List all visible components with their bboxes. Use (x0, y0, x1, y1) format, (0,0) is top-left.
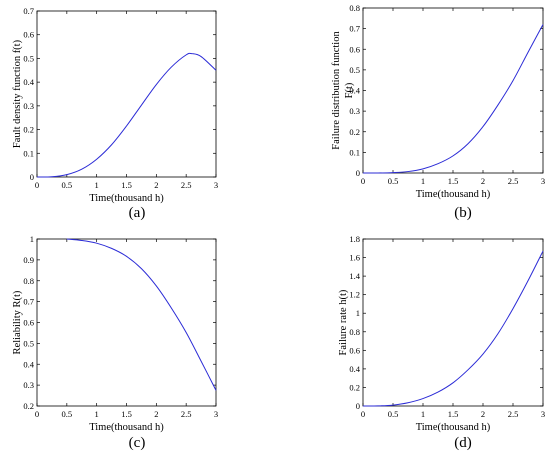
y-tick-label: 0.5 (23, 53, 34, 63)
x-tick-label: 2.5 (508, 409, 519, 419)
x-tick-label: 1.5 (121, 180, 132, 190)
y-tick-label: 0.1 (349, 147, 360, 157)
plot-frame (36, 238, 217, 407)
y-tick-label: 0.8 (349, 327, 360, 337)
x-tick-label: 1 (95, 409, 99, 419)
y-tick-label: 0.3 (349, 106, 360, 116)
panel-label-b: (b) (454, 205, 472, 221)
x-tick-label: 3 (214, 180, 218, 190)
y-tick-label: 0.7 (23, 297, 34, 307)
y-tick-label: 0.2 (23, 401, 34, 411)
panel-label-c: (c) (128, 435, 146, 451)
x-tick-label: 2.5 (181, 180, 192, 190)
series-line (66, 238, 217, 391)
y-tick-label: 0.4 (349, 364, 360, 374)
y-tick-label: 0.7 (23, 6, 34, 16)
y-tick-label: 0.4 (23, 359, 34, 369)
chart-panel-d: 0 0.5 1 1.5 2 2.5 3 0 0.2 0.4 0.6 0.8 1 1.2 1.4 1.6 1.8 T… (338, 234, 545, 433)
y-tick-label: 0.6 (349, 345, 360, 355)
y-tick-label: 0.5 (23, 338, 34, 348)
x-tick-label: 1 (421, 176, 425, 186)
y-axis-label: Failure rate h(t) (338, 289, 349, 355)
y-tick-label: 1.6 (349, 253, 360, 263)
x-tick-label: 0.5 (62, 409, 73, 419)
series-line (362, 24, 544, 174)
x-tick-label: 0.5 (388, 409, 399, 419)
plot-frame (36, 10, 217, 178)
y-axis-label: Reliability R(t) (12, 290, 23, 354)
x-tick-label: 1.5 (121, 409, 132, 419)
x-axis-label: Time(thousand h) (89, 422, 164, 433)
y-tick-label: 0.5 (349, 65, 360, 75)
y-tick-label: 1 (356, 308, 360, 318)
x-tick-label: 0.5 (62, 180, 73, 190)
y-tick-label: 1 (30, 234, 34, 244)
y-tick-label: 0.1 (23, 148, 34, 158)
y-tick-label: 0 (30, 172, 34, 182)
y-axis-label: Fault density function f(t) (12, 39, 23, 148)
panel-label-a: (a) (128, 205, 146, 221)
y-tick-label: 0.8 (349, 3, 360, 13)
x-axis-label: Time(thousand h) (416, 422, 491, 433)
y-tick-label: 0.4 (349, 86, 360, 96)
x-tick-label: 3 (214, 409, 218, 419)
y-tick-label: 0.7 (349, 24, 360, 34)
x-tick-label: 3 (541, 176, 545, 186)
chart-panel-c: 0 0.5 1 1.5 2 2.5 3 0.2 0.3 0.4 0.5 0.6 0.7 0.8 0.9 1 Ti… (12, 234, 218, 433)
y-tick-label: 0.2 (349, 382, 360, 392)
x-tick-label: 0 (361, 176, 365, 186)
y-tick-label: 0.2 (349, 127, 360, 137)
x-tick-label: 2.5 (508, 176, 519, 186)
x-tick-label: 2 (481, 409, 485, 419)
x-axis-label: Time(thousand h) (416, 189, 491, 200)
x-tick-label: 2 (154, 409, 158, 419)
x-tick-label: 1 (95, 180, 99, 190)
y-tick-label: 0.2 (23, 125, 34, 135)
x-tick-label: 3 (541, 409, 545, 419)
y-tick-label: 1.2 (349, 290, 360, 300)
x-tick-label: 2 (154, 180, 158, 190)
x-tick-label: 2.5 (181, 409, 192, 419)
x-tick-label: 0 (361, 409, 365, 419)
panel-label-d: (d) (454, 435, 472, 451)
y-axis-label: Failure distribution function (331, 31, 342, 150)
y-tick-label: 0.9 (23, 255, 34, 265)
series-line (362, 250, 544, 407)
y-tick-label: 0 (356, 168, 360, 178)
y-tick-label: 0.3 (23, 101, 34, 111)
y-tick-label: 1.4 (349, 271, 360, 281)
x-tick-label: 2 (481, 176, 485, 186)
x-tick-label: 1.5 (448, 176, 459, 186)
y-tick-label: 0.6 (23, 30, 34, 40)
x-axis-label: Time(thousand h) (89, 193, 164, 204)
plot-frame (362, 7, 544, 174)
y-tick-label: 0.6 (349, 44, 360, 54)
y-tick-label: 0.8 (23, 276, 34, 286)
y-tick-label: 0.3 (23, 380, 34, 390)
y-tick-label: 1.8 (349, 234, 360, 244)
x-tick-label: 0 (35, 180, 39, 190)
x-tick-label: 0.5 (388, 176, 399, 186)
chart-panel-a: 0 0.5 1 1.5 2 2.5 3 0 0.1 0.2 0.3 0.4 0.5 0.6 0.7 Time(… (12, 6, 218, 204)
y-tick-label: 0.4 (23, 77, 34, 87)
y-axis-label: F(t) (344, 82, 355, 98)
chart-panel-b: 0 0.5 1 1.5 2 2.5 3 0 0.1 0.2 0.3 0.4 0.5 0.6 0.7 0.8 Ti… (331, 3, 545, 200)
x-tick-label: 1 (421, 409, 425, 419)
x-tick-label: 1.5 (448, 409, 459, 419)
x-tick-label: 0 (35, 409, 39, 419)
y-tick-label: 0 (356, 401, 360, 411)
plot-frame (362, 238, 544, 407)
y-tick-label: 0.6 (23, 318, 34, 328)
series-line (36, 52, 217, 178)
